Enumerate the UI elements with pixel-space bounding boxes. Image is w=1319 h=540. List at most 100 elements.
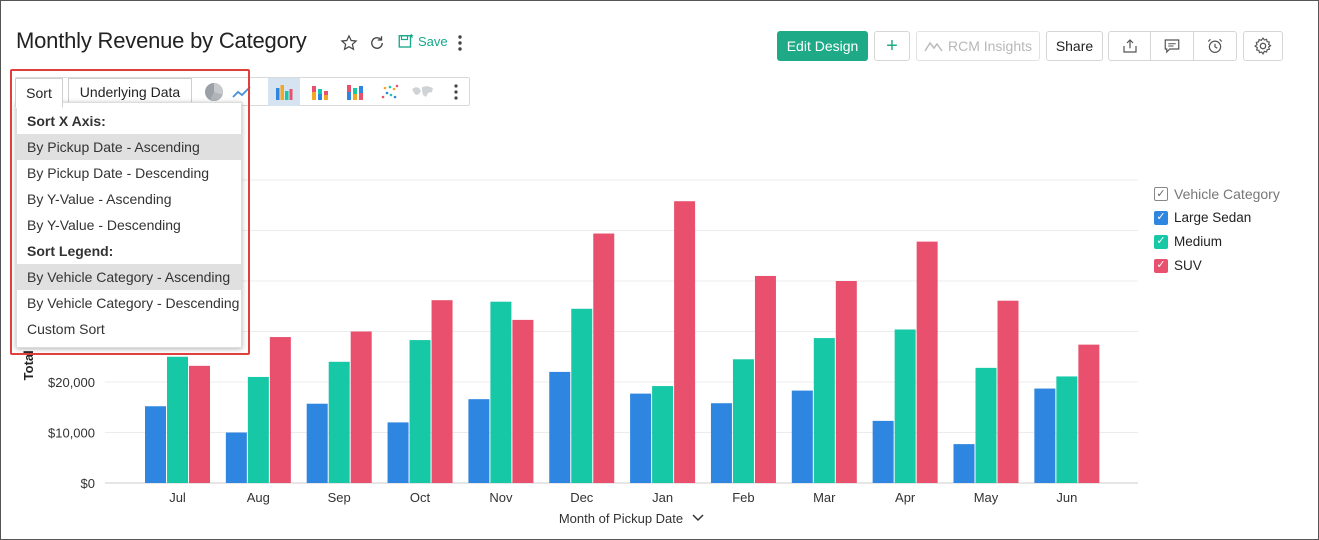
bar-large-sedan (872, 420, 894, 483)
bar-medium (813, 338, 835, 483)
bar-medium (652, 386, 674, 483)
bar-large-sedan (549, 371, 571, 483)
bar-suv (674, 201, 696, 483)
bar-suv (189, 365, 210, 483)
bar-large-sedan (1034, 388, 1056, 483)
legend-label-large-sedan: Large Sedan (1174, 210, 1252, 225)
comment-icon[interactable] (1151, 32, 1194, 60)
bar-medium (894, 329, 916, 483)
share-button[interactable]: Share (1046, 31, 1103, 61)
bar-large-sedan (791, 390, 813, 483)
legend-title: Vehicle Category (1174, 186, 1280, 202)
x-tick-label: Mar (813, 490, 836, 505)
bar-suv (997, 300, 1019, 483)
stacked-bar-icon[interactable] (306, 78, 334, 106)
sort-option-custom-sort[interactable]: Custom Sort (27, 321, 105, 337)
refresh-icon[interactable] (367, 33, 387, 53)
rcm-insights-button[interactable]: RCM Insights (916, 31, 1040, 61)
legend-label-suv: SUV (1174, 258, 1202, 273)
scatter-chart-icon[interactable] (376, 78, 404, 106)
edit-design-label: Edit Design (786, 38, 859, 54)
x-tick-label: Aug (247, 490, 270, 505)
sort-dropdown-menu: Sort X Axis: By Pickup Date - Ascending … (16, 102, 242, 348)
sort-x-axis-header: Sort X Axis: (27, 113, 106, 129)
bar-medium (490, 301, 512, 483)
bar-chart-icon[interactable] (268, 78, 300, 106)
bar-suv (754, 275, 776, 483)
add-label: + (886, 34, 898, 57)
alarm-icon[interactable] (1194, 32, 1236, 60)
bar-large-sedan (387, 422, 409, 483)
share-label: Share (1055, 38, 1094, 54)
y-tick-label: $0 (81, 476, 95, 491)
gear-icon (1254, 37, 1272, 56)
more-options-icon[interactable] (450, 33, 470, 53)
x-tick-label: Jun (1056, 490, 1077, 505)
bar-suv (1078, 344, 1100, 483)
map-chart-icon[interactable] (409, 78, 437, 106)
save-label: Save (418, 33, 448, 49)
bar-large-sedan (953, 444, 975, 483)
bar-medium (167, 356, 188, 483)
bar-suv (916, 241, 938, 483)
tab-underlying-data-label: Underlying Data (79, 84, 181, 100)
x-tick-label: Dec (570, 490, 594, 505)
pie-chart-icon[interactable] (200, 78, 228, 106)
x-tick-label: Oct (410, 490, 431, 505)
bar-large-sedan (468, 399, 490, 483)
save-icon (398, 33, 414, 48)
x-axis-label: Month of Pickup Date (559, 511, 683, 526)
page-title: Monthly Revenue by Category (16, 28, 307, 53)
stacked-percent-bar-icon[interactable] (341, 78, 369, 106)
bar-large-sedan (145, 406, 166, 483)
bar-suv (269, 337, 291, 483)
sort-option-pickup-date-desc[interactable]: By Pickup Date - Descending (27, 165, 210, 181)
sort-option-pickup-date-asc[interactable]: By Pickup Date - Ascending (17, 134, 241, 160)
legend-checkbox-suv[interactable]: ✓ (1154, 258, 1168, 273)
bar-medium (975, 367, 997, 483)
edit-design-button[interactable]: Edit Design (777, 31, 868, 61)
export-icon[interactable] (1109, 32, 1151, 60)
bar-suv (593, 233, 615, 483)
save-button[interactable]: Save (397, 32, 448, 50)
action-button-group (1108, 31, 1237, 61)
bar-medium (409, 340, 431, 483)
legend-item-suv[interactable]: ✓ SUV (1154, 258, 1202, 273)
legend-select-all-checkbox[interactable]: ✓ (1154, 187, 1168, 201)
bar-suv (512, 319, 534, 483)
bar-medium (247, 376, 269, 483)
settings-button[interactable] (1243, 31, 1283, 61)
legend-checkbox-medium[interactable]: ✓ (1154, 234, 1168, 249)
legend-title-toggle[interactable]: ✓ Vehicle Category (1154, 186, 1280, 202)
line-chart-icon[interactable] (228, 78, 256, 106)
sort-option-y-value-desc[interactable]: By Y-Value - Descending (27, 217, 181, 233)
insights-icon (924, 41, 943, 52)
legend-item-medium[interactable]: ✓ Medium (1154, 234, 1222, 249)
tab-underlying-data[interactable]: Underlying Data (68, 78, 192, 106)
bar-suv (350, 331, 372, 483)
more-icon[interactable] (442, 78, 470, 106)
tab-sort-label: Sort (26, 85, 52, 101)
bar-medium (328, 361, 350, 483)
rcm-insights-label: RCM Insights (947, 38, 1033, 54)
bar-suv (835, 281, 857, 483)
x-tick-label: May (974, 490, 999, 505)
sort-option-vehicle-category-asc[interactable]: By Vehicle Category - Ascending (17, 264, 241, 290)
x-tick-label: Jul (169, 490, 186, 505)
sort-option-y-value-asc[interactable]: By Y-Value - Ascending (27, 191, 172, 207)
star-icon[interactable] (339, 33, 359, 53)
chevron-down-icon (692, 514, 704, 522)
legend-checkbox-large-sedan[interactable]: ✓ (1154, 210, 1168, 225)
tab-sort[interactable]: Sort (15, 78, 63, 108)
x-tick-label: Nov (489, 490, 513, 505)
y-tick-label: $20,000 (48, 375, 95, 390)
bar-medium (571, 308, 593, 483)
bar-large-sedan (710, 403, 732, 483)
legend-item-large-sedan[interactable]: ✓ Large Sedan (1154, 210, 1251, 225)
add-button[interactable]: + (874, 31, 910, 61)
sort-option-vehicle-category-desc[interactable]: By Vehicle Category - Descending (27, 295, 240, 311)
bar-suv (431, 300, 453, 483)
chart-toolbar: Sort Underlying Data (15, 77, 470, 108)
bar-large-sedan (225, 432, 247, 483)
